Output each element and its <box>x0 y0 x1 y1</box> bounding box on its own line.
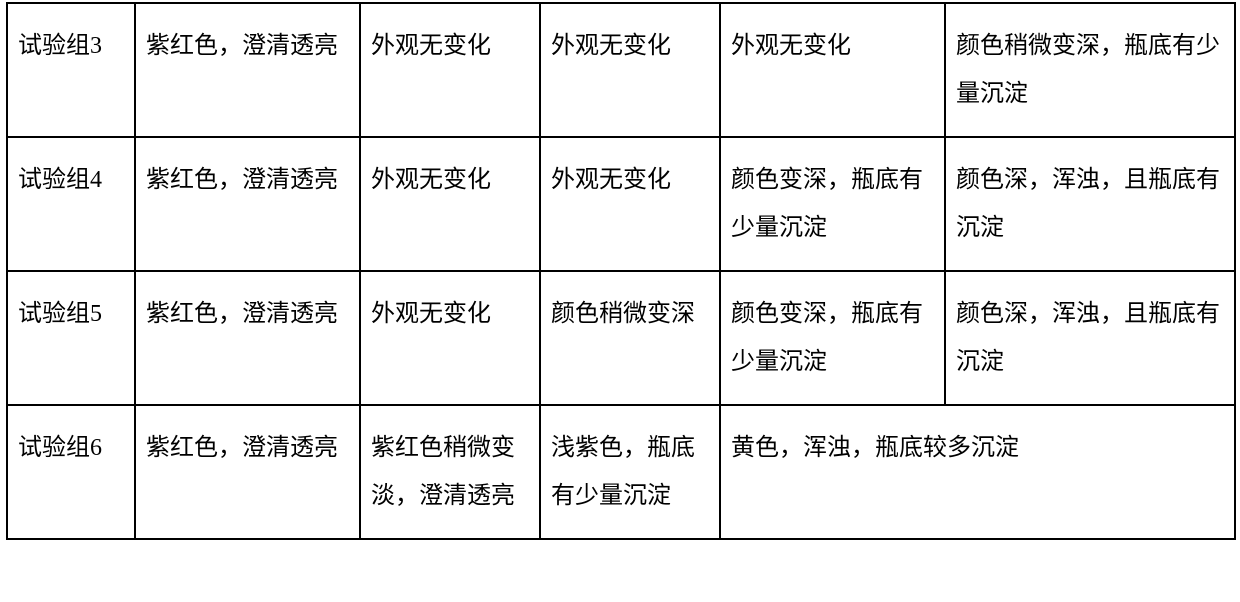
cell-group-label: 试验组5 <box>7 271 135 405</box>
cell-observation: 颜色变深，瓶底有少量沉淀 <box>720 137 945 271</box>
cell-observation: 紫红色，澄清透亮 <box>135 3 360 137</box>
cell-observation: 外观无变化 <box>360 137 540 271</box>
cell-observation: 外观无变化 <box>540 137 720 271</box>
cell-observation: 颜色深，浑浊，且瓶底有沉淀 <box>945 271 1235 405</box>
cell-observation: 颜色稍微变深 <box>540 271 720 405</box>
table-row: 试验组5 紫红色，澄清透亮 外观无变化 颜色稍微变深 颜色变深，瓶底有少量沉淀 … <box>7 271 1235 405</box>
results-table: 试验组3 紫红色，澄清透亮 外观无变化 外观无变化 外观无变化 颜色稍微变深，瓶… <box>6 2 1236 540</box>
cell-group-label: 试验组4 <box>7 137 135 271</box>
cell-observation: 颜色变深，瓶底有少量沉淀 <box>720 271 945 405</box>
cell-observation-merged: 黄色，浑浊，瓶底较多沉淀 <box>720 405 1235 539</box>
cell-observation: 外观无变化 <box>540 3 720 137</box>
table-row: 试验组6 紫红色，澄清透亮 紫红色稍微变淡，澄清透亮 浅紫色，瓶底有少量沉淀 黄… <box>7 405 1235 539</box>
cell-group-label: 试验组6 <box>7 405 135 539</box>
cell-observation: 紫红色稍微变淡，澄清透亮 <box>360 405 540 539</box>
cell-observation: 颜色稍微变深，瓶底有少量沉淀 <box>945 3 1235 137</box>
cell-group-label: 试验组3 <box>7 3 135 137</box>
table-body: 试验组3 紫红色，澄清透亮 外观无变化 外观无变化 外观无变化 颜色稍微变深，瓶… <box>7 3 1235 539</box>
cell-observation: 外观无变化 <box>360 271 540 405</box>
table-row: 试验组3 紫红色，澄清透亮 外观无变化 外观无变化 外观无变化 颜色稍微变深，瓶… <box>7 3 1235 137</box>
cell-observation: 紫红色，澄清透亮 <box>135 137 360 271</box>
cell-observation: 紫红色，澄清透亮 <box>135 405 360 539</box>
table-row: 试验组4 紫红色，澄清透亮 外观无变化 外观无变化 颜色变深，瓶底有少量沉淀 颜… <box>7 137 1235 271</box>
cell-observation: 浅紫色，瓶底有少量沉淀 <box>540 405 720 539</box>
cell-observation: 外观无变化 <box>360 3 540 137</box>
cell-observation: 紫红色，澄清透亮 <box>135 271 360 405</box>
cell-observation: 颜色深，浑浊，且瓶底有沉淀 <box>945 137 1235 271</box>
cell-observation: 外观无变化 <box>720 3 945 137</box>
